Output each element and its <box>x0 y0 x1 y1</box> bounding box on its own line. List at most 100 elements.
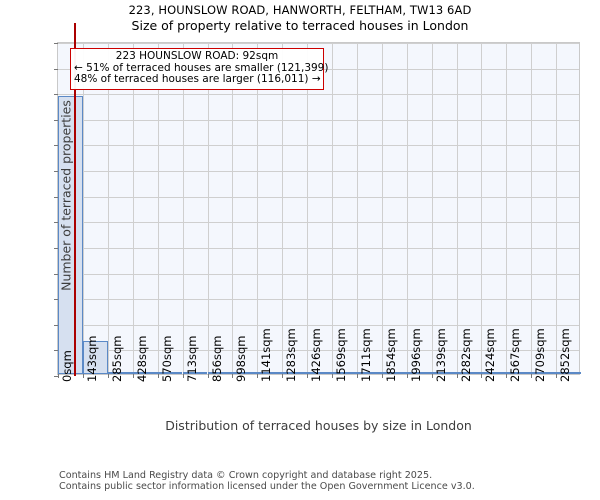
x-axis-tick-mark <box>531 374 533 378</box>
x-axis-tick-label: 2282sqm <box>458 328 473 382</box>
gridline-vertical <box>506 43 508 374</box>
bar <box>232 372 258 374</box>
x-axis-tick-mark <box>356 374 358 378</box>
gridline-vertical <box>257 43 259 374</box>
gridline-horizontal <box>58 43 579 44</box>
gridline-horizontal <box>58 324 579 326</box>
gridline-vertical <box>207 43 209 374</box>
y-axis-tick-mark <box>54 324 58 326</box>
y-axis-tick-mark <box>54 43 58 44</box>
x-axis-tick-label: 2567sqm <box>508 328 523 382</box>
bar <box>356 372 382 374</box>
x-axis-tick-mark <box>406 374 408 378</box>
gridline-vertical <box>556 43 558 374</box>
y-axis-tick-mark <box>54 376 58 377</box>
y-axis-tick-mark <box>54 222 58 224</box>
gridline-horizontal <box>58 145 579 147</box>
bar <box>431 372 457 374</box>
y-axis-tick-mark <box>54 119 58 121</box>
x-axis-tick-label: 285sqm <box>109 335 124 382</box>
gridline-vertical <box>82 43 84 374</box>
bar <box>257 372 283 374</box>
gridline-vertical <box>431 43 433 374</box>
gridline-horizontal <box>58 196 579 198</box>
bar <box>506 372 532 374</box>
annotation-smaller: ← 51% of terraced houses are smaller (12… <box>74 61 329 74</box>
x-axis-tick-mark <box>431 374 433 378</box>
bar <box>332 372 357 374</box>
gridline-vertical <box>356 43 358 374</box>
gridline-horizontal <box>58 94 579 96</box>
gridline-vertical <box>132 43 134 374</box>
annotation-property-size: 223 HOUNSLOW ROAD: 92sqm <box>115 50 279 62</box>
gridline-horizontal <box>58 171 579 173</box>
x-axis-tick-mark <box>207 374 209 378</box>
y-axis-tick-mark <box>54 247 58 249</box>
bar <box>132 372 158 374</box>
bar <box>456 372 482 374</box>
gridline-vertical <box>332 43 334 374</box>
bar <box>157 372 183 374</box>
bar <box>381 372 407 374</box>
x-axis-tick-mark <box>157 374 159 378</box>
gridline-vertical <box>182 43 184 374</box>
gridline-vertical <box>307 43 309 374</box>
x-axis-tick-mark <box>506 374 508 378</box>
bar <box>107 372 133 374</box>
x-axis-tick-mark <box>332 374 334 378</box>
gridline-vertical <box>282 43 284 374</box>
bar <box>481 372 507 374</box>
property-marker-line <box>74 23 77 376</box>
gridline-vertical <box>406 43 408 374</box>
gridline-horizontal <box>58 299 579 301</box>
y-axis-tick-mark <box>54 145 58 147</box>
bar <box>82 341 108 374</box>
x-axis-tick-mark <box>132 374 134 378</box>
y-axis-tick-mark <box>54 273 58 275</box>
annotation-larger: 48% of terraced houses are larger (116,0… <box>74 73 321 85</box>
x-axis-tick-mark <box>456 374 458 378</box>
x-axis-tick-mark <box>257 374 259 378</box>
x-axis-tick-label: 428sqm <box>134 335 149 382</box>
x-axis-tick-label: 713sqm <box>184 335 199 382</box>
chart-title-line2: Size of property relative to terraced ho… <box>131 18 469 33</box>
x-axis-tick-mark <box>182 374 184 378</box>
x-axis-tick-label: 1426sqm <box>309 328 324 382</box>
gridline-horizontal <box>58 350 579 352</box>
bar <box>207 372 233 374</box>
x-axis-tick-label: 856sqm <box>209 335 224 382</box>
x-axis-tick-label: 0sqm <box>60 350 74 382</box>
bar <box>556 372 582 374</box>
chart-title: 223, HOUNSLOW ROAD, HANWORTH, FELTHAM, T… <box>0 3 600 34</box>
gridline-horizontal <box>58 247 579 249</box>
property-annotation-box: 223 HOUNSLOW ROAD: 92sqm ← 51% of terrac… <box>70 48 329 90</box>
gridline-vertical <box>232 43 234 374</box>
plot-area: 0200004000060000800001000001200001400001… <box>54 23 582 378</box>
x-axis-tick-mark <box>556 374 558 378</box>
x-axis-tick-mark <box>232 374 234 378</box>
y-axis-tick-mark <box>54 350 58 352</box>
x-axis-tick-label: 2852sqm <box>558 328 573 382</box>
y-axis-tick-mark <box>54 94 58 96</box>
bar <box>282 372 308 374</box>
footer-attribution: Contains HM Land Registry data © Crown c… <box>59 470 579 492</box>
bar <box>58 96 83 374</box>
x-axis-tick-mark <box>307 374 309 378</box>
x-axis-tick-mark <box>107 374 109 378</box>
x-axis-tick-mark <box>282 374 284 378</box>
x-axis-tick-mark <box>58 374 59 378</box>
x-axis-tick-mark <box>381 374 383 378</box>
bar <box>307 372 332 374</box>
x-axis-tick-label: 2709sqm <box>533 328 548 382</box>
x-axis-tick-label: 1996sqm <box>408 328 423 382</box>
x-axis-tick-mark <box>82 374 84 378</box>
footer-line-1: Contains HM Land Registry data © Crown c… <box>59 470 433 481</box>
x-axis-tick-label: 1569sqm <box>334 328 349 382</box>
x-axis-tick-label: 1283sqm <box>284 328 299 382</box>
gridline-vertical <box>381 43 383 374</box>
x-axis-tick-label: 2424sqm <box>483 328 498 382</box>
x-axis-tick-label: 1711sqm <box>358 328 373 382</box>
chart-title-line1: 223, HOUNSLOW ROAD, HANWORTH, FELTHAM, T… <box>128 3 472 17</box>
gridline-vertical <box>531 43 533 374</box>
